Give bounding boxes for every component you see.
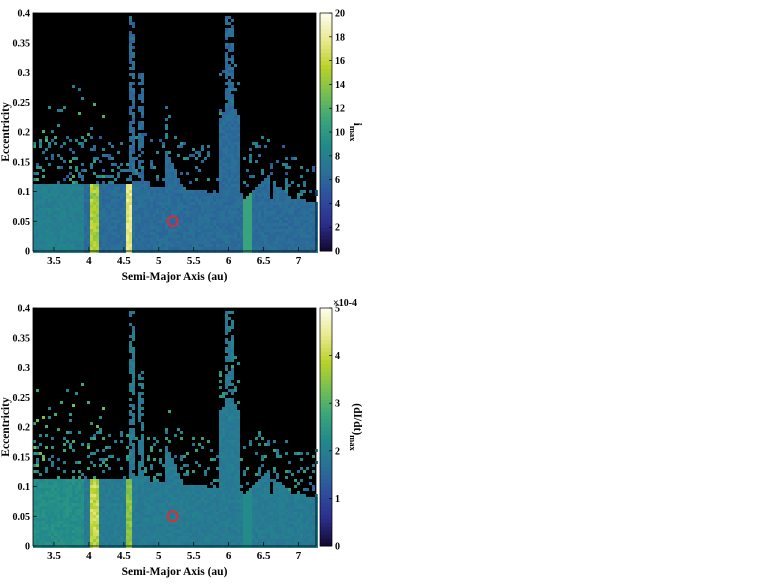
panel-a-chart: 3.5 4 4.5 5 5.5 6 6.5 7 0 0.05 0.1 0.15 0.2 0.25 0.3 0.…: [0, 0, 380, 290]
colorbar-tick-label: 6: [335, 175, 340, 186]
x-tick-label: 5.5: [187, 550, 201, 562]
panel-b-chart: 3.544.555.566.5700.050.10.150.20.250.30.…: [380, 0, 760, 290]
x-tick-label: 7: [296, 550, 302, 562]
x-tick-label: 5.5: [187, 255, 201, 267]
panel-c-chart: 3.5 4 4.5 5 5.5 6 6.5 7 0 0.05 0.1 0.15 0.2 0.25 0.3 0.…: [0, 290, 380, 580]
x-tick-label: 4: [86, 550, 92, 562]
panel-a: 3.5 4 4.5 5 5.5 6 6.5 7 0 0.05 0.1 0.15 0.2 0.25 0.3 0.…: [0, 0, 380, 290]
x-tick-label: 7: [296, 255, 302, 267]
colorbar-tick-label: 12: [335, 104, 345, 115]
x-tick-label: 6.5: [257, 550, 271, 562]
colorbar-title-main: (dI/dt): [351, 403, 363, 435]
y-tick-label: 0.1: [18, 187, 31, 198]
colorbar-tick-label: 0: [335, 247, 340, 258]
y-tick-label: 0.3: [18, 68, 31, 79]
y-tick-label: 0.4: [18, 304, 31, 315]
colorbar-exponent-label: ×10-4: [333, 298, 357, 309]
colorbar-tick-label: 18: [335, 32, 345, 43]
x-tick-label: 4.5: [117, 255, 131, 267]
y-tick-label: 0.1: [18, 482, 31, 493]
panel-d-chart: 3.544.555.566.5700.050.10.150.20.250.30.…: [380, 290, 760, 580]
colorbar-tick-label: 4: [335, 351, 340, 362]
y-tick-label: 0.05: [13, 512, 31, 523]
y-tick-label: 0.3: [18, 363, 31, 374]
colorbar-tick-label: 2: [335, 446, 340, 457]
x-tick-label: 6: [226, 550, 232, 562]
colorbar: [320, 308, 332, 547]
colorbar-title-sub: max: [348, 435, 358, 451]
y-tick-label: 0.35: [13, 38, 31, 49]
y-axis-label: Eccentricity: [0, 102, 12, 162]
x-tick-label: 4.5: [117, 550, 131, 562]
x-tick-label: 3.5: [47, 550, 61, 562]
colorbar-tick-label: 2: [335, 223, 340, 234]
panel-d: 3.544.555.566.5700.050.10.150.20.250.30.…: [380, 290, 760, 580]
y-tick-label: 0.25: [13, 98, 31, 109]
panel-b: 3.544.555.566.5700.050.10.150.20.250.30.…: [380, 0, 760, 290]
x-axis-label: Semi-Major Axis (au): [122, 271, 228, 283]
x-tick-label: 3.5: [47, 255, 61, 267]
y-tick-label: 0.35: [13, 333, 31, 344]
panel-c: 3.5 4 4.5 5 5.5 6 6.5 7 0 0.05 0.1 0.15 0.2 0.25 0.3 0.…: [0, 290, 380, 580]
colorbar-tick-label: 1: [335, 494, 340, 505]
x-tick-label: 6: [226, 255, 232, 267]
y-tick-label: 0: [25, 247, 30, 258]
x-axis-label: Semi-Major Axis (au): [122, 566, 228, 578]
y-tick-label: 0.15: [13, 452, 31, 463]
colorbar-tick-label: 3: [335, 399, 340, 410]
colorbar-title-sub: max: [348, 126, 358, 142]
colorbar-tick-label: 4: [335, 199, 340, 210]
y-axis-label: Eccentricity: [0, 397, 12, 457]
colorbar-tick-label: 14: [335, 80, 345, 91]
y-tick-label: 0.4: [18, 9, 31, 20]
y-tick-label: 0: [25, 542, 30, 553]
x-tick-label: 5: [156, 255, 162, 267]
x-tick-label: 5: [156, 550, 162, 562]
colorbar-tick-label: 8: [335, 151, 340, 162]
y-tick-label: 0.05: [13, 217, 31, 228]
y-tick-label: 0.2: [18, 423, 31, 434]
y-tick-label: 0.25: [13, 393, 31, 404]
colorbar-title: (dI/dt)max: [348, 403, 363, 451]
colorbar-tick-label: 16: [335, 56, 345, 67]
y-tick-label: 0.15: [13, 157, 31, 168]
colorbar-tick-label: 10: [335, 128, 345, 139]
colorbar-tick-label: 0: [335, 542, 340, 553]
y-tick-label: 0.2: [18, 128, 31, 139]
x-tick-label: 6.5: [257, 255, 271, 267]
colorbar-tick-label: 20: [335, 9, 345, 20]
x-tick-label: 4: [86, 255, 92, 267]
colorbar-title: imax: [348, 123, 363, 143]
